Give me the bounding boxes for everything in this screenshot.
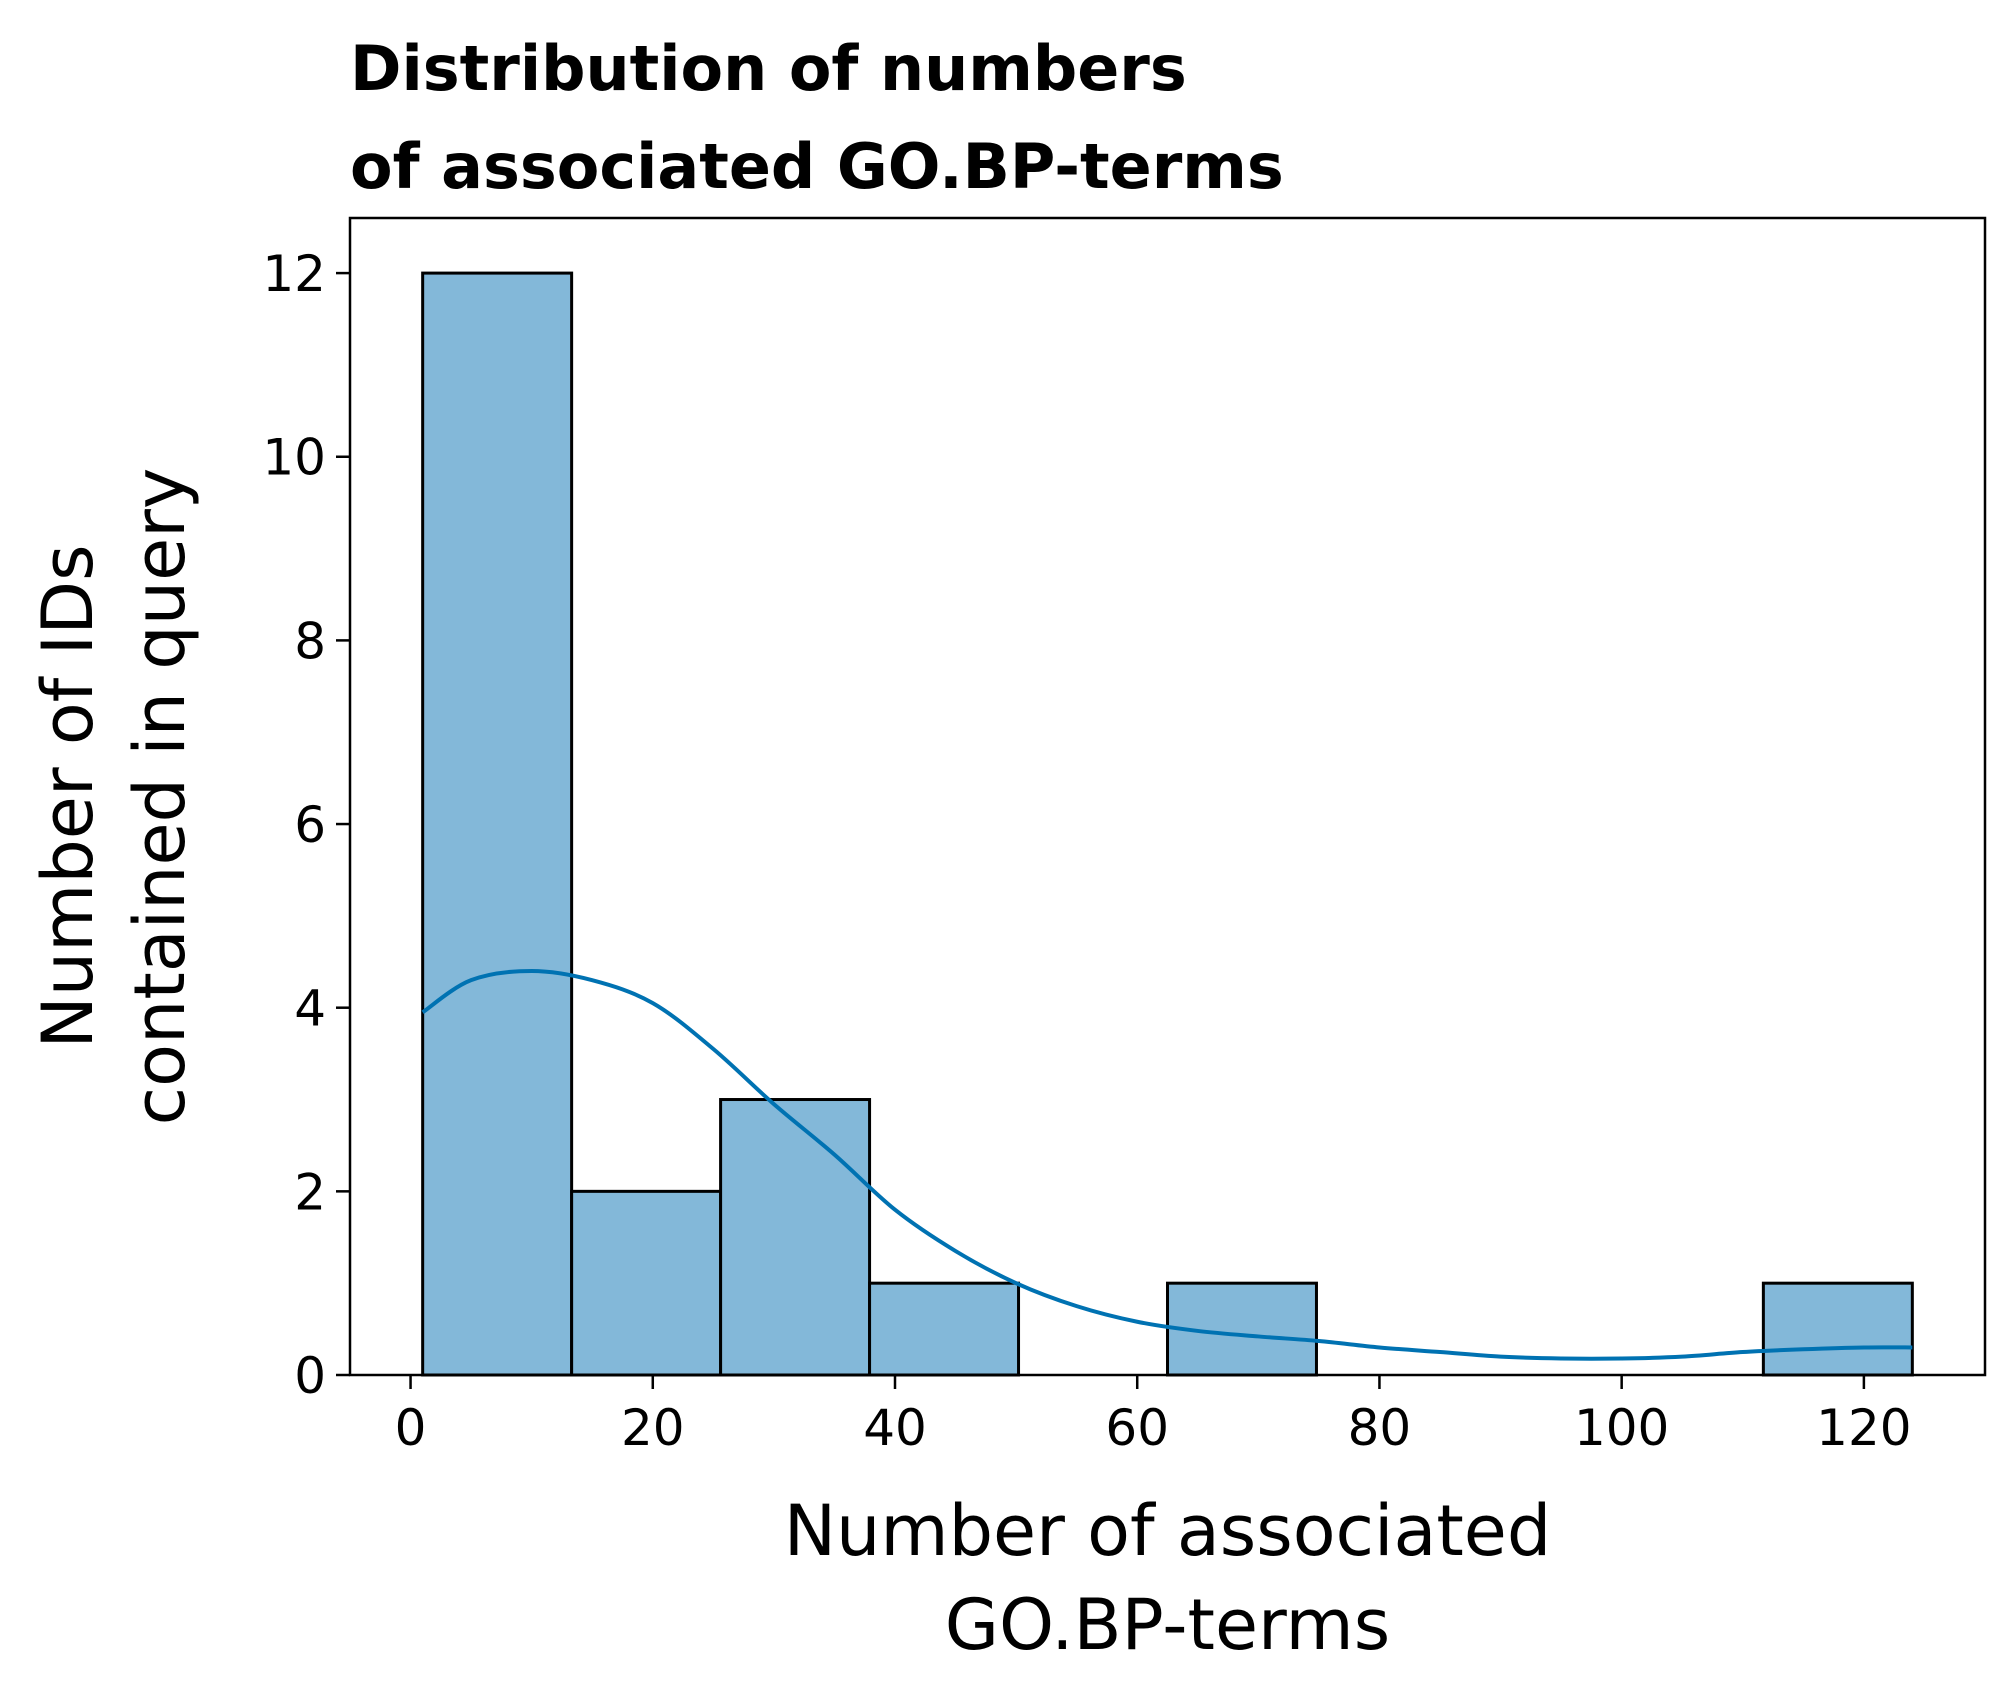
x-tick-label: 20 <box>621 1399 685 1457</box>
histogram-bar <box>868 1281 1021 1377</box>
y-tick-label: 2 <box>294 1163 326 1221</box>
chart-title: Distribution of numbers of associated GO.… <box>350 32 1284 203</box>
x-tick-label: 80 <box>1348 1399 1412 1457</box>
x-tick-label: 120 <box>1816 1399 1911 1457</box>
y-axis-label-line: contained in query <box>119 468 201 1126</box>
y-axis-ticks: 0 2 4 6 8 10 12 <box>262 245 350 1405</box>
x-axis-label-line: GO.BP-terms <box>945 1584 1390 1666</box>
chart-title-line: Distribution of numbers <box>350 32 1187 105</box>
histogram-bar <box>719 1098 872 1377</box>
x-tick-label: 40 <box>863 1399 927 1457</box>
y-tick-label: 4 <box>294 980 326 1038</box>
x-axis-label: Number of associated GO.BP-terms <box>784 1490 1552 1666</box>
y-tick-label: 6 <box>294 796 326 854</box>
x-axis-label-line: Number of associated <box>784 1490 1552 1572</box>
histogram-bar <box>421 271 574 1377</box>
kde-curve <box>421 968 1913 1361</box>
x-tick-label: 0 <box>395 1399 427 1457</box>
plot-frame <box>348 216 1987 1377</box>
x-axis-ticks: 0 20 40 60 80 100 120 <box>395 1375 1912 1457</box>
y-tick-label: 12 <box>262 245 326 303</box>
chart-title-line: of associated GO.BP-terms <box>350 130 1284 203</box>
y-axis-label-line: Number of IDs <box>27 544 109 1048</box>
y-axis-label: Number of IDs contained in query <box>27 468 201 1126</box>
x-tick-label: 100 <box>1574 1399 1669 1457</box>
y-tick-label: 10 <box>262 429 326 487</box>
x-tick-label: 60 <box>1105 1399 1169 1457</box>
histogram-bar <box>570 1189 723 1377</box>
histogram-bar <box>1761 1281 1914 1377</box>
plot-area <box>348 216 1987 1377</box>
y-tick-label: 8 <box>294 612 326 670</box>
y-tick-label: 0 <box>294 1347 326 1405</box>
